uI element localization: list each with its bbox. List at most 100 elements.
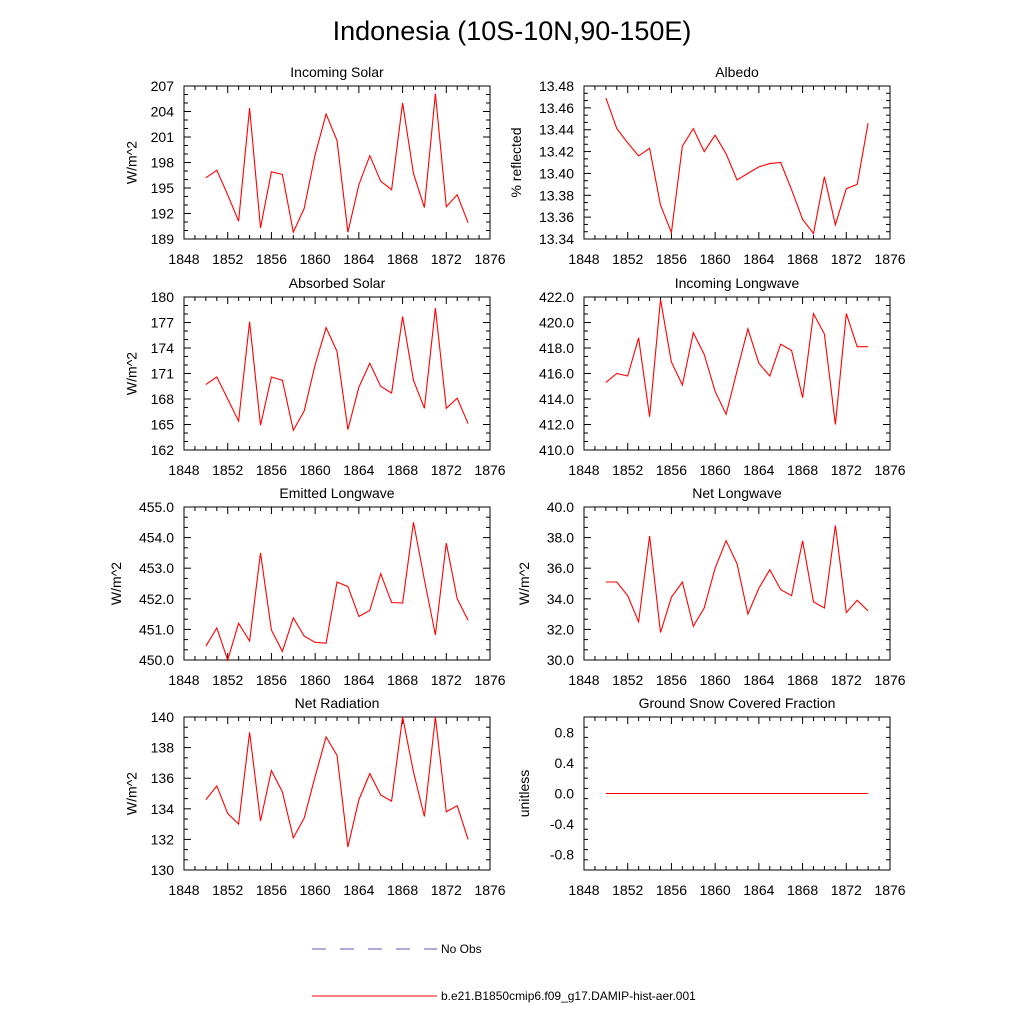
x-tick-label: 1848 — [168, 251, 199, 267]
panel-grid: Incoming Solar 1848 1852 1856 1860 1864 1868 18… — [108, 64, 906, 898]
y-tick-label: 180 — [151, 289, 175, 305]
x-tick-label: 1864 — [343, 882, 374, 898]
panel-title: Emitted Longwave — [279, 485, 394, 501]
y-axis-label: W/m^2 — [124, 772, 140, 815]
y-tick-label: 451.0 — [139, 621, 174, 637]
legend: No Obs b.e21.B1850cmip6.f09_g17.DAMIP-hi… — [312, 942, 696, 1003]
y-tick-label: 138 — [151, 740, 175, 756]
x-tick-label: 1852 — [612, 462, 643, 478]
x-tick-label: 1876 — [474, 672, 505, 688]
y-tick-label: 13.42 — [539, 144, 574, 160]
x-tick-label: 1860 — [300, 251, 331, 267]
x-tick-label: 1852 — [212, 251, 243, 267]
series-line — [205, 716, 469, 848]
y-tick-label: 0.8 — [555, 724, 575, 740]
x-tick-label: 1868 — [387, 672, 418, 688]
panel-net-radiation: Net Radiation 1848 1852 1856 1860 1864 1868 187… — [124, 695, 506, 898]
plot-frame — [583, 85, 891, 240]
x-tick-label: 1868 — [787, 251, 818, 267]
y-tick-label: 450.0 — [139, 652, 174, 668]
x-tick-label: 1848 — [568, 462, 599, 478]
x-tick-label: 1848 — [168, 462, 199, 478]
x-tick-label: 1868 — [387, 251, 418, 267]
x-tick-label: 1868 — [787, 882, 818, 898]
x-tick-label: 1876 — [874, 251, 905, 267]
x-tick-label: 1876 — [474, 251, 505, 267]
x-tick-label: 1856 — [256, 672, 287, 688]
x-tick-label: 1864 — [743, 882, 774, 898]
x-tick-label: 1856 — [656, 462, 687, 478]
y-tick-label: 40.0 — [547, 499, 574, 515]
x-tick-label: 1872 — [831, 882, 862, 898]
plot-frame — [183, 85, 491, 240]
x-tick-label: 1848 — [568, 251, 599, 267]
panel-title: Incoming Longwave — [675, 275, 800, 291]
y-tick-label: 13.36 — [539, 209, 574, 225]
x-tick-label: 1856 — [656, 882, 687, 898]
y-axis-label: W/m^2 — [124, 141, 140, 184]
x-tick-label: 1848 — [568, 882, 599, 898]
y-tick-label: 192 — [151, 206, 175, 222]
y-tick-label: 30.0 — [547, 652, 574, 668]
panel-title: Absorbed Solar — [289, 275, 386, 291]
x-tick-label: 1876 — [474, 462, 505, 478]
y-axis-label: % reflected — [508, 127, 524, 197]
x-tick-label: 1868 — [387, 882, 418, 898]
y-tick-label: 455.0 — [139, 499, 174, 515]
x-tick-label: 1856 — [256, 882, 287, 898]
y-tick-label: 32.0 — [547, 621, 574, 637]
x-tick-label: 1852 — [612, 882, 643, 898]
panel-title: Net Radiation — [295, 695, 380, 711]
x-tick-label: 1864 — [343, 462, 374, 478]
panel-albedo: Albedo 1848 1852 1856 1860 1864 1868 1872 1876 13… — [508, 64, 906, 267]
x-tick-label: 1852 — [212, 462, 243, 478]
y-tick-label: 454.0 — [139, 530, 174, 546]
y-tick-label: 453.0 — [139, 560, 174, 576]
y-tick-label: 412.0 — [539, 417, 574, 433]
panel-title: Incoming Solar — [290, 64, 384, 80]
x-tick-label: 1860 — [700, 672, 731, 688]
plot-frame — [583, 506, 891, 661]
y-tick-label: 13.34 — [539, 231, 574, 247]
y-tick-label: 130 — [151, 862, 175, 878]
y-tick-label: 416.0 — [539, 366, 574, 382]
y-tick-label: -0.4 — [550, 816, 574, 832]
panel-ground-snow-covered-fraction: Ground Snow Covered Fraction 1848 1852 1856… — [516, 695, 906, 898]
y-tick-label: -0.8 — [550, 847, 574, 863]
legend-no-obs-label: No Obs — [441, 942, 482, 956]
x-tick-label: 1872 — [431, 882, 462, 898]
x-tick-label: 1872 — [431, 251, 462, 267]
x-tick-label: 1848 — [168, 882, 199, 898]
y-tick-label: 162 — [151, 442, 175, 458]
panel-net-longwave: Net Longwave 1848 1852 1856 1860 1864 1868 1872… — [516, 485, 906, 688]
series-line — [605, 299, 869, 425]
x-tick-label: 1872 — [831, 672, 862, 688]
y-axis-label: W/m^2 — [516, 562, 532, 605]
y-tick-label: 201 — [151, 129, 175, 145]
x-tick-label: 1876 — [474, 882, 505, 898]
y-tick-label: 422.0 — [539, 289, 574, 305]
x-tick-label: 1860 — [700, 251, 731, 267]
x-tick-label: 1852 — [212, 672, 243, 688]
series-line — [205, 93, 469, 235]
x-tick-label: 1852 — [612, 672, 643, 688]
x-tick-label: 1852 — [212, 882, 243, 898]
x-tick-label: 1864 — [343, 251, 374, 267]
panel-absorbed-solar: Absorbed Solar 1848 1852 1856 1860 1864 1868 18… — [124, 275, 506, 478]
panel-title: Albedo — [715, 64, 759, 80]
series-line — [605, 97, 869, 235]
y-tick-label: 168 — [151, 391, 175, 407]
y-tick-label: 38.0 — [547, 530, 574, 546]
y-tick-label: 177 — [151, 315, 175, 331]
x-tick-label: 1868 — [787, 462, 818, 478]
y-tick-label: 13.40 — [539, 165, 574, 181]
series-line — [205, 308, 469, 432]
y-tick-label: 189 — [151, 231, 175, 247]
y-tick-label: 13.44 — [539, 122, 574, 138]
figure-title: Indonesia (10S-10N,90-150E) — [333, 16, 692, 46]
y-tick-label: 140 — [151, 709, 175, 725]
series-line — [205, 522, 469, 662]
x-tick-label: 1872 — [431, 462, 462, 478]
y-tick-label: 132 — [151, 831, 175, 847]
